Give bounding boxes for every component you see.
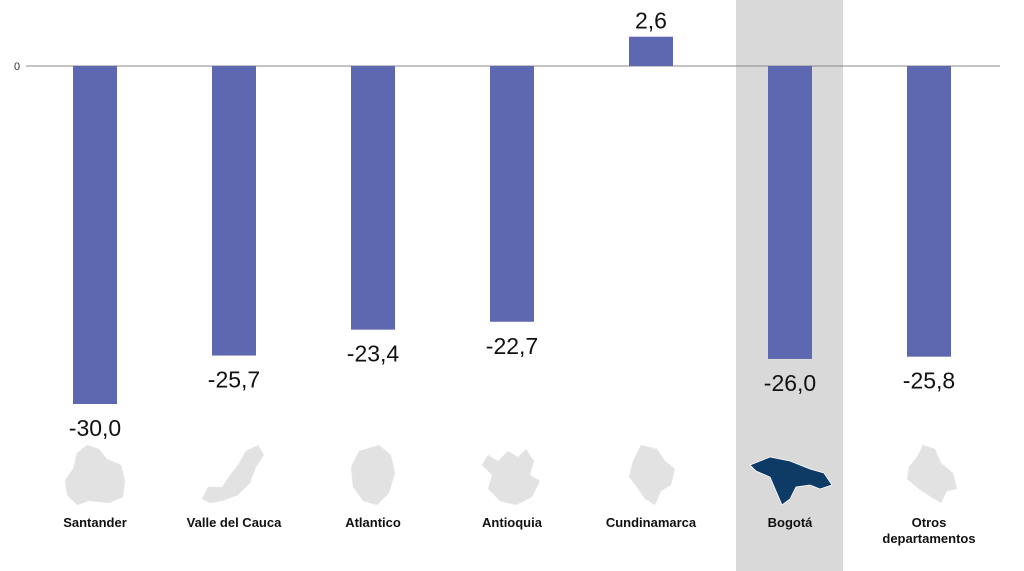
x-tick-label: Cundinamarca: [606, 515, 697, 530]
x-tick-label: departamentos: [882, 531, 975, 546]
x-tick-label: Antioquia: [482, 515, 543, 530]
bar: [73, 66, 117, 404]
x-tick-label: Otros: [912, 515, 947, 530]
region-map-icon: [749, 456, 833, 506]
data-label: -25,7: [208, 367, 260, 393]
bar: [351, 66, 395, 330]
x-tick-label: Atlantico: [345, 515, 401, 530]
data-label: -22,7: [486, 333, 538, 359]
bar: [490, 66, 534, 322]
data-label: -23,4: [347, 341, 400, 367]
region-map-icon: [64, 444, 126, 506]
x-tick-label: Santander: [63, 515, 127, 530]
x-tick-label: Bogotá: [768, 515, 814, 530]
bar: [212, 66, 256, 356]
y-tick-label: 0: [14, 61, 20, 73]
data-label: -25,8: [903, 368, 955, 394]
region-map-icon: [628, 444, 676, 506]
bar: [907, 66, 951, 357]
region-map-icon: [481, 448, 541, 506]
x-tick-label: Valle del Cauca: [187, 515, 282, 530]
data-label: -30,0: [69, 415, 121, 441]
bar: [768, 66, 812, 359]
bar: [629, 36, 673, 66]
data-label: 2,6: [635, 8, 667, 34]
data-label: -26,0: [764, 370, 816, 396]
region-map-icon: [906, 444, 958, 504]
region-map-icon: [201, 444, 265, 504]
region-map-icon: [350, 444, 396, 506]
